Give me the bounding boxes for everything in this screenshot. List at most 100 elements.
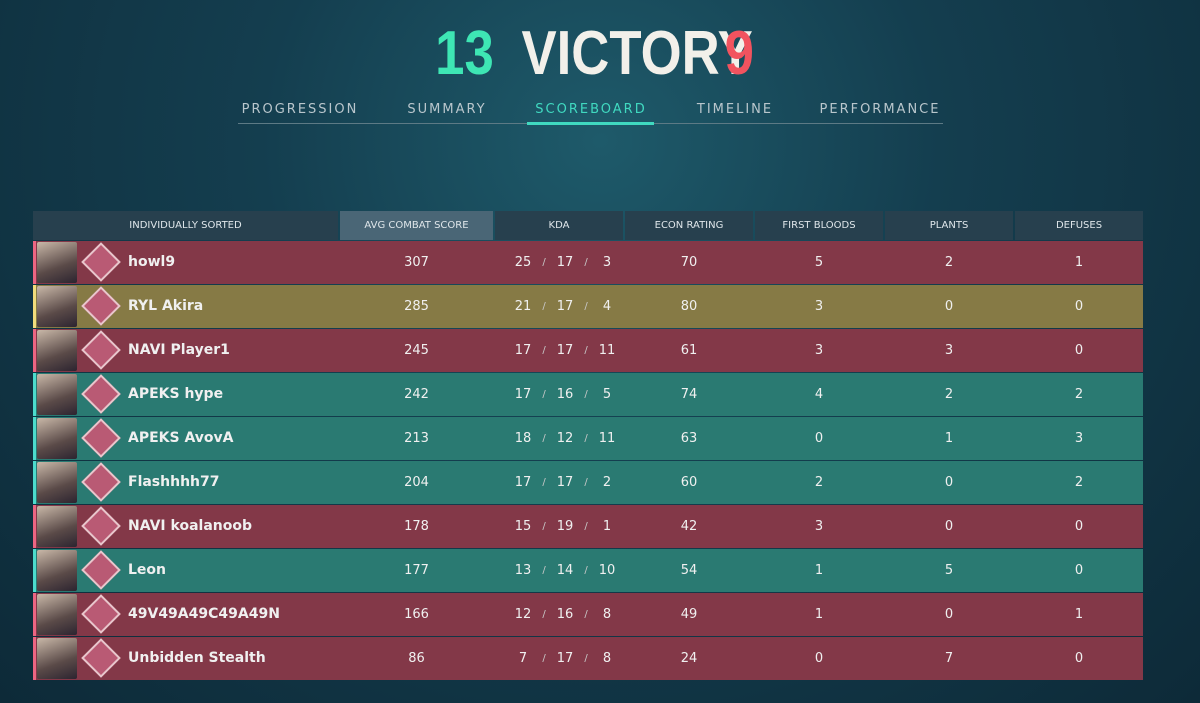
defuses: 0 xyxy=(1074,519,1084,534)
player-name: NAVI Player1 xyxy=(128,342,230,358)
row-accent xyxy=(33,461,36,504)
acs: 177 xyxy=(404,563,429,578)
kda-separator: / xyxy=(584,257,588,268)
tab[interactable]: SCOREBOARD xyxy=(535,102,647,117)
player-row: NAVI Player1 245 17 / 17 / 11 61 3 3 0 xyxy=(33,329,1143,372)
acs: 307 xyxy=(404,255,429,270)
column-header: PLANTS xyxy=(885,211,1013,240)
tab[interactable]: TIMELINE xyxy=(696,102,774,117)
tab[interactable]: SUMMARY xyxy=(407,102,487,117)
defuses: 0 xyxy=(1074,343,1084,358)
kda-separator: / xyxy=(542,609,546,620)
kda-value: 3 xyxy=(602,255,612,270)
row-accent xyxy=(33,241,36,284)
rank-icon xyxy=(81,462,121,502)
kda-value: 12 xyxy=(556,431,574,446)
kda-value: 1 xyxy=(602,519,612,534)
player-name: NAVI koalanoob xyxy=(128,518,252,534)
rank-icon xyxy=(81,506,121,546)
plants: 3 xyxy=(944,343,954,358)
kda-value: 17 xyxy=(556,299,574,314)
acs: 166 xyxy=(404,607,429,622)
econ-rating: 60 xyxy=(680,475,698,490)
econ-rating: 49 xyxy=(680,607,698,622)
kda-value: 17 xyxy=(556,343,574,358)
kda-value: 18 xyxy=(514,431,532,446)
kda-separator: / xyxy=(542,301,546,312)
kda-separator: / xyxy=(584,609,588,620)
agent-portrait xyxy=(37,286,77,327)
player-row: Unbidden Stealth 86 7 / 17 / 8 24 0 7 0 xyxy=(33,637,1143,680)
row-accent xyxy=(33,505,36,548)
kda-separator: / xyxy=(542,521,546,532)
kda-value: 17 xyxy=(514,475,532,490)
acs: 178 xyxy=(404,519,429,534)
score-left: 13 xyxy=(435,19,494,88)
kda-separator: / xyxy=(584,301,588,312)
agent-portrait xyxy=(37,638,77,679)
econ-rating: 42 xyxy=(680,519,698,534)
kda-value: 8 xyxy=(602,607,612,622)
econ-rating: 63 xyxy=(680,431,698,446)
first-bloods: 3 xyxy=(814,299,824,314)
plants: 0 xyxy=(944,607,954,622)
score-right: 9 xyxy=(724,19,754,88)
kda-value: 4 xyxy=(602,299,612,314)
kda-separator: / xyxy=(542,565,546,576)
plants: 0 xyxy=(944,475,954,490)
agent-portrait xyxy=(37,550,77,591)
agent-portrait xyxy=(37,462,77,503)
kda-separator: / xyxy=(542,345,546,356)
column-header: FIRST BLOODS xyxy=(755,211,883,240)
result: VICTORY xyxy=(521,19,753,88)
first-bloods: 3 xyxy=(814,343,824,358)
first-bloods: 5 xyxy=(814,255,824,270)
agent-portrait xyxy=(37,594,77,635)
kda-value: 21 xyxy=(514,299,532,314)
kda-separator: / xyxy=(542,433,546,444)
kda-value: 5 xyxy=(602,387,612,402)
kda-value: 11 xyxy=(598,343,616,358)
econ-rating: 61 xyxy=(680,343,698,358)
kda-value: 25 xyxy=(514,255,532,270)
econ-rating: 54 xyxy=(680,563,698,578)
rank-icon xyxy=(81,638,121,678)
tab[interactable]: PERFORMANCE xyxy=(819,102,941,117)
rank-icon xyxy=(81,286,121,326)
defuses: 0 xyxy=(1074,651,1084,666)
column-header: KDA xyxy=(495,211,623,240)
kda-value: 8 xyxy=(602,651,612,666)
player-name: 49V49A49C49A49N xyxy=(128,606,280,622)
player-row: 49V49A49C49A49N 166 12 / 16 / 8 49 1 0 1 xyxy=(33,593,1143,636)
column-header: DEFUSES xyxy=(1015,211,1143,240)
row-accent xyxy=(33,593,36,636)
kda-value: 17 xyxy=(514,343,532,358)
kda-value: 7 xyxy=(518,651,528,666)
row-accent xyxy=(33,285,36,328)
agent-portrait xyxy=(37,418,77,459)
kda-value: 17 xyxy=(556,255,574,270)
first-bloods: 1 xyxy=(814,563,824,578)
econ-rating: 24 xyxy=(680,651,698,666)
kda-separator: / xyxy=(584,345,588,356)
defuses: 2 xyxy=(1074,475,1084,490)
row-accent xyxy=(33,637,36,680)
kda-separator: / xyxy=(584,521,588,532)
kda-value: 16 xyxy=(556,607,574,622)
econ-rating: 74 xyxy=(680,387,698,402)
player-name: APEKS hype xyxy=(128,386,224,402)
column-header: AVG COMBAT SCORE xyxy=(340,211,493,240)
kda-separator: / xyxy=(542,389,546,400)
agent-portrait xyxy=(37,242,77,283)
tab[interactable]: PROGRESSION xyxy=(241,102,359,117)
player-name: Leon xyxy=(128,562,167,578)
kda-separator: / xyxy=(542,257,546,268)
player-row: howl9 307 25 / 17 / 3 70 5 2 1 xyxy=(33,241,1143,284)
row-accent xyxy=(33,373,36,416)
defuses: 1 xyxy=(1074,607,1084,622)
column-header: ECON RATING xyxy=(625,211,753,240)
kda-value: 15 xyxy=(514,519,532,534)
kda-value: 17 xyxy=(556,651,574,666)
kda-value: 17 xyxy=(514,387,532,402)
